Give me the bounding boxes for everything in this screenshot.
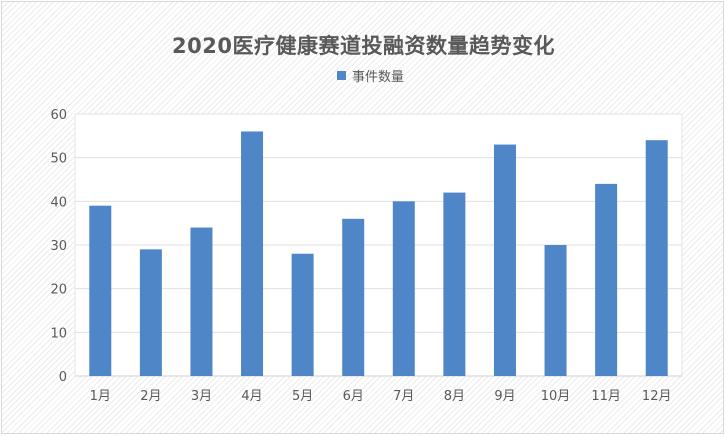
x-tick-label: 11月: [591, 389, 621, 404]
y-tick-label: 40: [50, 195, 67, 210]
x-tick-label: 2月: [140, 389, 161, 404]
y-tick-label: 30: [50, 239, 67, 254]
y-tick-label: 0: [59, 370, 67, 385]
bar-4: [241, 131, 264, 376]
bar-10: [544, 245, 567, 376]
bar-7: [392, 201, 415, 376]
x-tick-label: 12月: [642, 389, 672, 404]
bars: [89, 131, 668, 376]
bar-2: [139, 249, 162, 376]
grid-lines: [75, 113, 682, 377]
x-tick-label: 10月: [541, 389, 571, 404]
x-tick-label: 6月: [343, 389, 364, 404]
chart-title: 2020医疗健康赛道投融资数量趋势变化: [172, 34, 555, 58]
bar-11: [595, 183, 618, 376]
x-tick-label: 1月: [90, 389, 111, 404]
x-tick-label: 8月: [444, 389, 465, 404]
x-tick-label: 9月: [494, 389, 515, 404]
legend-swatch: [336, 71, 346, 80]
bar-9: [493, 144, 516, 376]
y-axis: 0 10 20 30 40 50 60: [50, 108, 67, 385]
x-axis: 1月 2月 3月 4月 5月 6月 7月 8月 9月 10月 11月 12月: [90, 389, 672, 404]
legend-label: 事件数量: [351, 70, 404, 85]
x-tick-label: 4月: [241, 389, 262, 404]
bar-1: [89, 205, 112, 376]
y-tick-label: 50: [50, 152, 67, 167]
y-tick-label: 20: [50, 283, 67, 298]
bar-12: [645, 140, 668, 376]
y-tick-label: 10: [50, 326, 67, 341]
chart-legend: 事件数量: [0, 66, 727, 85]
bar-8: [443, 192, 466, 376]
x-tick-label: 3月: [191, 389, 212, 404]
y-tick-label: 60: [50, 108, 67, 123]
bar-6: [342, 218, 365, 376]
x-tick-label: 5月: [292, 389, 313, 404]
bar-5: [291, 253, 314, 376]
x-tick-label: 7月: [393, 389, 414, 404]
bar-3: [190, 227, 213, 376]
